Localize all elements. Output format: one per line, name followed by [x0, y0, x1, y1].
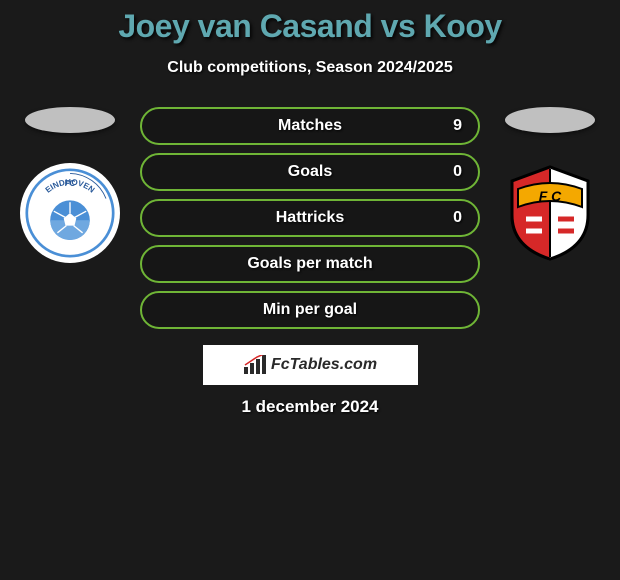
stat-row-goals-per-match: Goals per match: [140, 245, 480, 283]
player-placeholder-left: [25, 107, 115, 133]
left-column: FC EINDHOVEN: [20, 107, 120, 263]
stat-label: Min per goal: [142, 301, 478, 319]
eindhoven-logo-icon: FC EINDHOVEN: [25, 168, 115, 258]
main-row: FC EINDHOVEN: [0, 107, 620, 417]
watermark: FcTables.com: [203, 345, 418, 385]
bar-chart-icon: [243, 355, 267, 375]
date-text: 1 december 2024: [140, 397, 480, 417]
stat-row-hattricks: Hattricks 0: [140, 199, 480, 237]
stat-label: Hattricks: [142, 209, 478, 227]
stat-row-matches: Matches 9: [140, 107, 480, 145]
club-badge-utrecht: F C: [500, 163, 600, 263]
stat-row-goals: Goals 0: [140, 153, 480, 191]
stat-label: Goals: [142, 163, 478, 181]
stat-value-right: 0: [453, 209, 462, 227]
stat-value-right: 9: [453, 117, 462, 135]
player-placeholder-right: [505, 107, 595, 133]
subtitle: Club competitions, Season 2024/2025: [0, 59, 620, 77]
stat-value-right: 0: [453, 163, 462, 181]
stat-label: Goals per match: [142, 255, 478, 273]
stat-label: Matches: [142, 117, 478, 135]
right-column: F C: [500, 107, 600, 263]
page-title: Joey van Casand vs Kooy: [0, 8, 620, 45]
club-badge-eindhoven: FC EINDHOVEN: [20, 163, 120, 263]
stat-row-min-per-goal: Min per goal: [140, 291, 480, 329]
stats-column: Matches 9 Goals 0 Hattricks 0 Goals per …: [140, 107, 480, 417]
watermark-text: FcTables.com: [271, 356, 377, 374]
utrecht-logo-icon: F C: [500, 163, 600, 263]
svg-text:F C: F C: [539, 188, 562, 204]
